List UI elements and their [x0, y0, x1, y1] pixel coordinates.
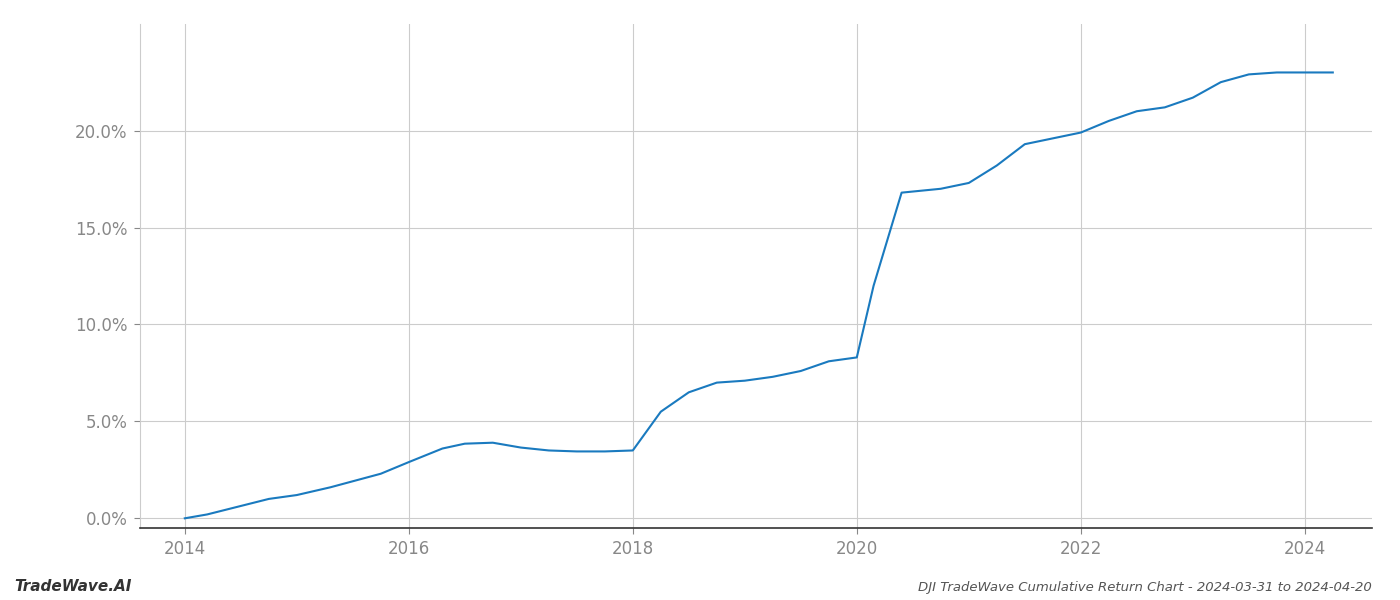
Text: DJI TradeWave Cumulative Return Chart - 2024-03-31 to 2024-04-20: DJI TradeWave Cumulative Return Chart - … — [918, 581, 1372, 594]
Text: TradeWave.AI: TradeWave.AI — [14, 579, 132, 594]
